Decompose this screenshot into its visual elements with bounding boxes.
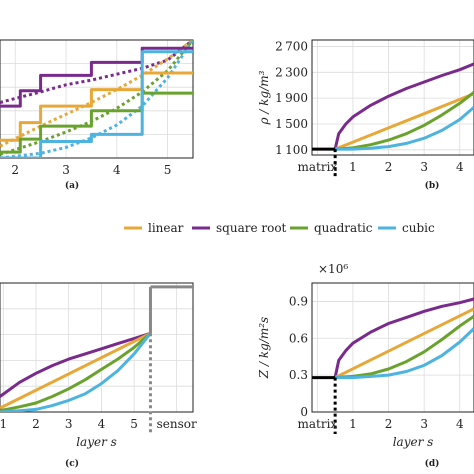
panel-b: matrix 1 2 3 4 1 100 1 500 1 900 2 300 2 700 ρ / k… bbox=[257, 39, 474, 191]
legend-label-linear: linear bbox=[148, 221, 184, 235]
panel-c: 1 2 3 4 5 sensor layer s (c) bbox=[0, 282, 197, 469]
series-line-linear bbox=[0, 71, 193, 142]
series-line-quadratic bbox=[334, 91, 474, 151]
series-line-quadratic bbox=[0, 332, 152, 412]
x-axis-label: layer s bbox=[76, 435, 117, 449]
y-scale-label: ×10⁶ bbox=[318, 262, 348, 276]
dotted-line-cubic bbox=[0, 40, 193, 158]
legend-label-square-root: square root bbox=[216, 221, 287, 235]
panel-caption: (a) bbox=[65, 180, 79, 191]
series-line-cubic bbox=[0, 332, 152, 412]
panel-a-series bbox=[0, 40, 193, 158]
x-tick-label: matrix bbox=[297, 417, 337, 431]
x-tick-label: 2 bbox=[11, 163, 19, 177]
panel-a-frame bbox=[0, 39, 194, 159]
panel-c-series bbox=[0, 285, 193, 412]
panel-b-frame bbox=[311, 39, 474, 156]
panel-caption: (d) bbox=[425, 458, 440, 469]
legend: linear square root quadratic cubic bbox=[124, 221, 435, 235]
y-axis-label: ρ / kg/m³ bbox=[257, 70, 271, 125]
series-line-cubic bbox=[335, 327, 474, 380]
series-line-square-root bbox=[333, 62, 474, 150]
panel-a: 2 3 4 5 (a) bbox=[0, 39, 194, 191]
x-tick-label: 3 bbox=[420, 160, 428, 174]
x-tick-label: 2 bbox=[385, 160, 393, 174]
series-line-linear bbox=[0, 331, 152, 410]
legend-label-quadratic: quadratic bbox=[314, 221, 373, 235]
x-tick-label: 5 bbox=[164, 163, 172, 177]
x-tick-label: 3 bbox=[420, 417, 428, 431]
x-tick-label: matrix bbox=[297, 160, 337, 174]
y-tick-label: 1 500 bbox=[275, 117, 308, 131]
series-line-linear bbox=[334, 92, 474, 151]
y-tick-label: 2 300 bbox=[275, 65, 308, 79]
y-tick-label: 0 bbox=[300, 405, 308, 419]
x-tick-label: 4 bbox=[456, 417, 464, 431]
x-tick-label: 3 bbox=[65, 417, 73, 431]
dotted-line-quadratic bbox=[0, 40, 193, 156]
y-tick-label: 0.3 bbox=[289, 368, 308, 382]
panel-caption: (b) bbox=[425, 180, 440, 191]
y-tick-label: 2 700 bbox=[275, 39, 308, 53]
x-tick-label: 3 bbox=[62, 163, 70, 177]
panel-b-series bbox=[312, 62, 474, 151]
series-line-cubic bbox=[0, 50, 193, 158]
x-axis-label: layer s bbox=[393, 435, 434, 449]
series-line-linear bbox=[334, 307, 474, 379]
dotted-line-square-root bbox=[0, 40, 193, 104]
legend-label-cubic: cubic bbox=[402, 221, 435, 235]
panel-d: matrix 1 2 3 4 0 0.3 0.6 0.9 Z / kg/m²s ×10⁶ layer … bbox=[257, 262, 474, 469]
x-tick-label: 4 bbox=[98, 417, 106, 431]
series-line-square-root bbox=[333, 297, 474, 378]
series-line-square-root bbox=[0, 331, 151, 398]
x-tick-label: 4 bbox=[113, 163, 121, 177]
panel-d-frame bbox=[311, 282, 474, 413]
x-tick-label: 1 bbox=[349, 417, 357, 431]
series-line-cubic bbox=[335, 106, 474, 151]
y-tick-label: 0.9 bbox=[289, 294, 308, 308]
dotted-line-linear bbox=[0, 40, 193, 148]
y-axis-label: Z / kg/m²s bbox=[257, 317, 271, 379]
x-tick-label: sensor bbox=[157, 417, 197, 431]
y-tick-label: 1 900 bbox=[275, 91, 308, 105]
y-tick-label: 1 100 bbox=[275, 143, 308, 157]
x-tick-label: 1 bbox=[349, 160, 357, 174]
series-line-square-root bbox=[0, 46, 193, 108]
series-line-quadratic bbox=[334, 314, 474, 380]
panel-c-frame bbox=[0, 282, 194, 413]
panel-caption: (c) bbox=[65, 458, 79, 469]
x-tick-label: 4 bbox=[456, 160, 464, 174]
panel-d-series bbox=[312, 297, 474, 380]
x-tick-label: 2 bbox=[385, 417, 393, 431]
x-tick-label: 1 bbox=[0, 417, 7, 431]
x-tick-label: 2 bbox=[32, 417, 40, 431]
y-tick-label: 0.6 bbox=[289, 331, 308, 345]
x-tick-label: 5 bbox=[130, 417, 138, 431]
